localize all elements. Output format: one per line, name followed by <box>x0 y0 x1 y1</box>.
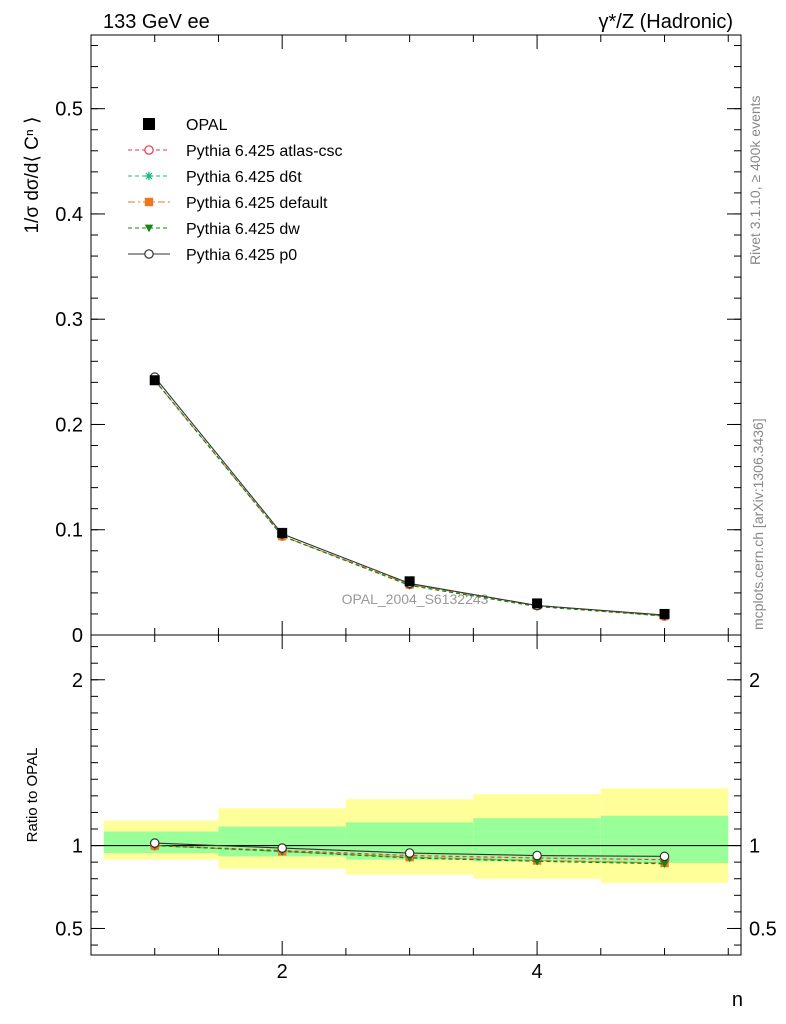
opal-point <box>149 375 160 386</box>
legend-opal-marker <box>143 118 155 130</box>
opal-point <box>277 527 288 538</box>
y-tick-label-right: 1 <box>749 836 760 858</box>
y-tick-label-right: 0.5 <box>749 918 777 940</box>
ratio-series-lines <box>149 838 670 869</box>
y-tick-label: 2 <box>72 670 83 692</box>
legend-label: Pythia 6.425 atlas-csc <box>186 143 343 160</box>
ratio-ylabel: Ratio to OPAL <box>24 748 41 843</box>
opal-point <box>532 598 543 609</box>
x-tick-label: 2 <box>277 961 288 983</box>
legend-marker <box>144 224 154 233</box>
y-tick-label-right: 2 <box>749 670 760 692</box>
legend-label: Pythia 6.425 p0 <box>186 247 297 264</box>
y-tick-label: 1 <box>72 836 83 858</box>
ratio-point <box>532 850 542 861</box>
legend-label: Pythia 6.425 d6t <box>186 169 302 186</box>
title-left: 133 GeV ee <box>103 11 210 33</box>
ratio-point <box>404 848 415 858</box>
ratio-axis-ticks: 0.5 0.5 1 1 2 2 2 4 <box>55 635 777 983</box>
y-tick-label: 0.4 <box>55 204 83 226</box>
x-axis-label: n <box>732 989 743 1011</box>
y-tick-label: 0.3 <box>55 309 83 331</box>
inner-band-bin <box>103 831 219 854</box>
ratio-point <box>659 851 670 862</box>
main-ylabel: 1/σ dσ/d⟨ Cⁿ ⟩ <box>22 116 43 233</box>
legend-marker <box>144 197 154 207</box>
ratio-frame <box>90 634 742 956</box>
ratio-uncertainty-bands <box>91 788 741 883</box>
y-tick-label: 0 <box>72 625 83 647</box>
y-tick-label: 0.5 <box>55 99 83 121</box>
mcplots-label: mcplots.cern.ch [arXiv:1306.3436] <box>750 418 766 630</box>
watermark: OPAL_2004_S6132243 <box>342 591 489 607</box>
opal-point <box>659 608 670 619</box>
legend-marker <box>144 171 154 181</box>
x-tick-label: 4 <box>532 961 543 983</box>
y-tick-label: 0.5 <box>55 918 83 940</box>
y-tick-label: 0.2 <box>55 414 83 436</box>
main-axis-ticks: 0 0.1 0.2 0.3 0.4 0.5 <box>55 35 741 647</box>
ratio-point <box>532 857 542 866</box>
opal-data-points <box>149 375 670 619</box>
y-tick-label: 0.1 <box>55 520 83 542</box>
legend-label: Pythia 6.425 dw <box>186 221 300 238</box>
ratio-point <box>277 843 287 853</box>
rivet-label: Rivet 3.1.10, ≥ 400k events <box>747 95 763 265</box>
legend-marker <box>144 145 154 155</box>
legend-label: OPAL <box>186 117 228 134</box>
opal-point <box>404 576 415 587</box>
legend-label: Pythia 6.425 default <box>186 195 328 212</box>
legend: OPAL Pythia 6.425 atlas-csc Pythia 6.425 d… <box>128 117 343 264</box>
title-right: γ*/Z (Hadronic) <box>599 11 733 33</box>
ratio-point <box>149 838 160 848</box>
ratio-point <box>660 860 669 869</box>
legend-marker <box>144 249 154 259</box>
